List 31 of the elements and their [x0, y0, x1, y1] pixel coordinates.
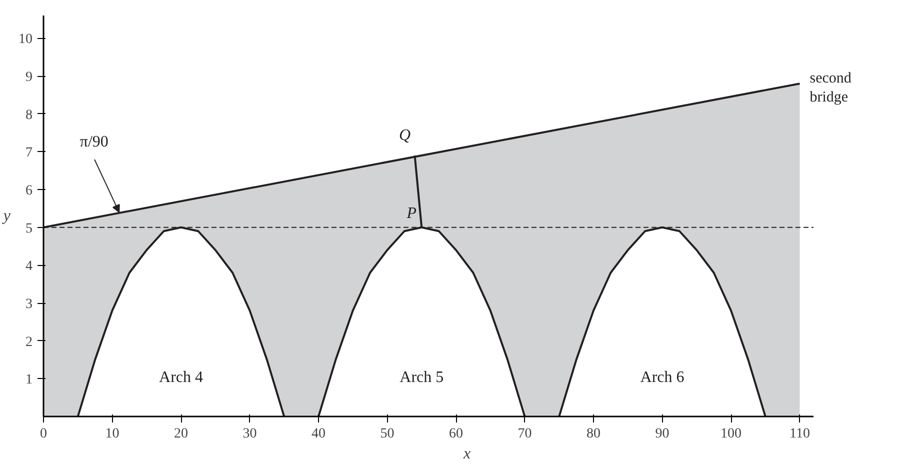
y-tick-label: 3 — [26, 297, 32, 312]
annotation: P — [406, 204, 417, 222]
y-tick-label: 2 — [26, 334, 32, 350]
y-tick-label: 7 — [26, 146, 32, 161]
annotation: Arch 6 — [640, 368, 684, 386]
x-tick-label: 30 — [242, 426, 257, 442]
annotation: Arch 4 — [159, 368, 203, 386]
series-label: second bridge — [810, 70, 852, 106]
x-axis-title: x — [462, 446, 471, 462]
y-tick-label: 6 — [26, 184, 32, 199]
annotation: Q — [398, 126, 411, 144]
x-tick-label: 20 — [174, 426, 188, 442]
y-tick-label: 4 — [26, 259, 32, 274]
y-tick-label: 8 — [26, 108, 32, 123]
x-tick-label: 50 — [380, 426, 394, 442]
y-tick-label: 1 — [26, 372, 32, 388]
x-tick-label: 100 — [720, 426, 742, 442]
x-tick-label: 0 — [40, 426, 47, 442]
annotation: Arch 5 — [400, 368, 444, 386]
y-tick-label: 10 — [18, 32, 32, 48]
x-tick-label: 70 — [518, 426, 532, 442]
x-tick-label: 90 — [655, 426, 670, 442]
x-tick-label: 80 — [586, 426, 600, 442]
y-axis-title: y — [1, 208, 12, 224]
x-tick-label: 110 — [790, 426, 810, 442]
y-tick-label: 5 — [26, 221, 32, 236]
annotation: π/90 — [80, 134, 108, 151]
x-tick-label: 40 — [312, 426, 326, 442]
y-tick-label: 9 — [26, 70, 32, 86]
x-tick-label: 60 — [449, 426, 463, 442]
x-tick-label: 10 — [105, 426, 120, 442]
